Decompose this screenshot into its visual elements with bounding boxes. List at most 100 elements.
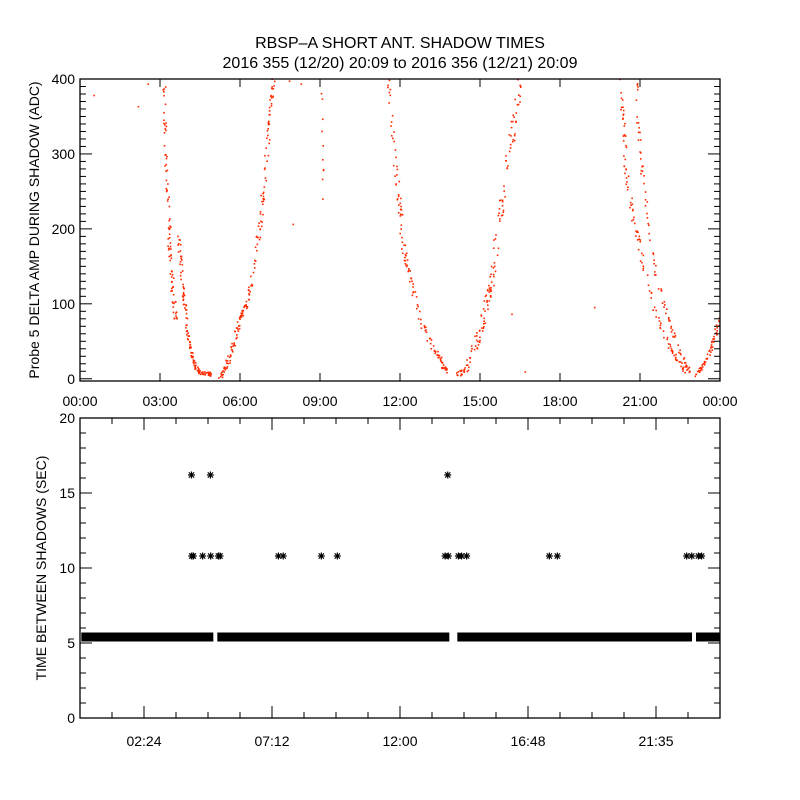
dip2-left-dot	[446, 371, 448, 374]
dip1-right-dot	[231, 349, 234, 352]
dip2-left-dot	[417, 305, 419, 308]
dip1-bottom-dot	[185, 330, 188, 333]
dip2-left-dot	[398, 204, 400, 206]
dip2-left-dot	[445, 369, 448, 371]
dip1-right-dot	[246, 306, 249, 308]
dip2-right-dot	[494, 238, 497, 240]
dip2-right-dot	[486, 289, 489, 291]
dip2-left-dot	[406, 265, 408, 268]
dip2-left-dot	[446, 368, 448, 370]
dip2-right-dot	[464, 367, 466, 369]
dip2-right-dot	[481, 327, 483, 329]
dip1-right-dot	[236, 336, 238, 339]
dip2-right-dot	[469, 361, 471, 363]
dip2-right-dot	[510, 135, 512, 137]
dip1-left-a-dot	[165, 163, 168, 166]
dip2-right-dot	[482, 308, 485, 310]
dip1-right-dot	[269, 99, 271, 101]
dip1-bottom-dot	[196, 369, 199, 372]
dip3-left-a-dot	[642, 267, 645, 270]
dip1-bottom-dot	[208, 374, 211, 376]
dip2-right-dot	[489, 288, 491, 291]
dip2-left-dot	[405, 254, 407, 257]
dip2-left-dot	[425, 326, 427, 328]
dip1-left-a-dot	[167, 183, 169, 185]
dip1-left-a-dot	[164, 128, 166, 130]
dip1-right-dot	[258, 222, 260, 224]
dip1-right-dot	[261, 221, 263, 223]
dip2-right-dot	[456, 372, 458, 374]
y-tick-label: 5	[67, 635, 75, 651]
dip2-right-dot	[496, 254, 499, 257]
dip1-right-dot	[222, 373, 224, 376]
dip3-right-dot	[710, 351, 712, 353]
dip1-right-dot	[224, 369, 227, 371]
dip3-right-dot	[701, 369, 703, 371]
dip1-right-dot	[256, 249, 258, 252]
dip1-bottom-dot	[199, 370, 201, 372]
dip2-right-dot	[461, 373, 463, 376]
dip1-right-dot	[274, 80, 276, 83]
dip1-right-dot	[250, 285, 252, 287]
dip3-right-dot	[696, 370, 699, 373]
dip1-bottom-dot	[192, 352, 194, 354]
dip1-bottom-dot	[186, 333, 188, 336]
dip1-bottom-dot	[209, 371, 212, 374]
dip3-left-a-dot	[650, 292, 653, 294]
dip1-right-dot	[266, 160, 268, 162]
dip1-right-dot	[272, 88, 275, 90]
dip3-left-b-dot	[636, 122, 638, 124]
dip1-left-a-dot	[171, 274, 174, 276]
dip1-right-dot	[223, 371, 226, 373]
x-tick-label: 00:00	[702, 393, 737, 409]
dip1-left-b-dot	[182, 296, 184, 298]
dip3-left-b-dot	[677, 344, 679, 346]
asterisk-point	[553, 552, 561, 560]
dip3-left-b-dot	[682, 358, 685, 360]
dip3-right-dot	[699, 369, 702, 372]
dip2-left-dot	[406, 259, 409, 261]
dip1-bottom-dot	[206, 371, 209, 374]
dip1-bottom-dot	[190, 351, 192, 354]
dip1-right-dot	[243, 306, 245, 309]
dip3-left-b-dot	[685, 364, 687, 366]
chart-title: RBSP–A SHORT ANT. SHADOW TIMES	[255, 35, 545, 52]
dip1-left-a-dot	[165, 179, 168, 182]
dip3-left-a-dot	[641, 261, 643, 264]
dip1-left-b-dot	[180, 271, 182, 274]
dip2-left-dot	[423, 326, 426, 329]
dip1-right-dot	[218, 377, 220, 379]
dip1-left-b-dot	[178, 243, 180, 245]
dip3-right-dot	[711, 341, 713, 344]
dip1-left-b-dot	[182, 291, 185, 294]
dip2-left-dot	[396, 168, 399, 171]
dip3-left-a-dot	[620, 92, 622, 94]
dip1-right-dot	[267, 123, 270, 126]
dip1-left-a-dot	[164, 165, 166, 167]
baseline-band	[457, 632, 692, 642]
dip2-right-dot	[476, 347, 479, 350]
dip2-right-dot	[517, 103, 520, 106]
dip2-right-dot	[483, 325, 485, 328]
dip3-right-dot	[710, 346, 712, 348]
spike-0900-dot	[320, 92, 323, 95]
dip3-left-a-dot	[639, 260, 642, 262]
dip2-left-dot	[439, 359, 442, 361]
dip2-right-dot	[460, 374, 462, 377]
dip2-left-dot	[436, 354, 439, 356]
asterisk-point	[333, 552, 341, 560]
dip1-right-dot	[229, 359, 231, 362]
dip3-left-b-dot	[638, 127, 640, 129]
dip2-left-dot	[415, 296, 418, 298]
dip1-right-dot	[226, 360, 229, 362]
dip2-right-dot	[497, 247, 500, 250]
dip2-left-dot	[416, 304, 419, 306]
dip1-right-dot	[248, 298, 250, 301]
dip1-bottom-dot	[187, 332, 189, 334]
x-tick-label: 16:48	[510, 733, 545, 749]
asterisk-point	[698, 552, 706, 560]
dip2-right-dot	[478, 341, 481, 344]
dip3-left-a-dot	[647, 284, 650, 287]
dip2-right-dot	[510, 126, 513, 129]
dip3-left-a-dot	[636, 231, 638, 233]
